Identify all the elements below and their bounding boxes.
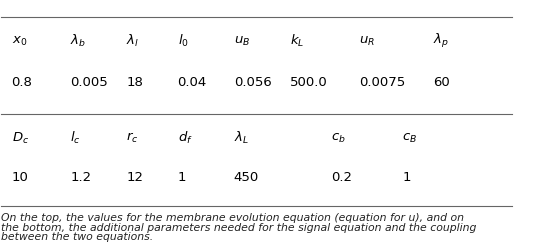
Text: $\mathit{u}_\mathit{B}$: $\mathit{u}_\mathit{B}$ [234, 35, 250, 48]
Text: 12: 12 [126, 171, 144, 184]
Text: $\mathit{\lambda}_\mathit{p}$: $\mathit{\lambda}_\mathit{p}$ [433, 32, 448, 50]
Text: 0.04: 0.04 [178, 76, 207, 89]
Text: $\mathit{d}_\mathit{f}$: $\mathit{d}_\mathit{f}$ [178, 130, 192, 146]
Text: 500.0: 500.0 [290, 76, 328, 89]
Text: 1: 1 [178, 171, 186, 184]
Text: 0.8: 0.8 [12, 76, 32, 89]
Text: $\mathit{x}_\mathit{0}$: $\mathit{x}_\mathit{0}$ [12, 35, 27, 48]
Text: 1.2: 1.2 [70, 171, 91, 184]
Text: $\mathit{k}_\mathit{L}$: $\mathit{k}_\mathit{L}$ [290, 33, 304, 49]
Text: 0.0075: 0.0075 [359, 76, 405, 89]
Text: $\mathit{D}_\mathit{c}$: $\mathit{D}_\mathit{c}$ [12, 130, 29, 146]
Text: 1: 1 [402, 171, 411, 184]
Text: $\mathit{\lambda}_\mathit{L}$: $\mathit{\lambda}_\mathit{L}$ [234, 130, 248, 146]
Text: $\mathit{u}_\mathit{R}$: $\mathit{u}_\mathit{R}$ [359, 35, 375, 48]
Text: $\mathit{c}_\mathit{b}$: $\mathit{c}_\mathit{b}$ [331, 131, 345, 145]
Text: $\mathit{\lambda}_\mathit{l}$: $\mathit{\lambda}_\mathit{l}$ [126, 33, 139, 49]
Text: 450: 450 [234, 171, 259, 184]
Text: $\mathit{\lambda}_\mathit{b}$: $\mathit{\lambda}_\mathit{b}$ [70, 33, 86, 49]
Text: 18: 18 [126, 76, 143, 89]
Text: $\mathit{r}_\mathit{c}$: $\mathit{r}_\mathit{c}$ [126, 131, 139, 145]
Text: 60: 60 [433, 76, 449, 89]
Text: 0.056: 0.056 [234, 76, 271, 89]
Text: $\mathit{c}_\mathit{B}$: $\mathit{c}_\mathit{B}$ [402, 131, 417, 145]
Text: $\mathit{l}_\mathit{c}$: $\mathit{l}_\mathit{c}$ [70, 130, 81, 146]
Text: On the top, the values for the membrane evolution equation (equation for u), and: On the top, the values for the membrane … [1, 213, 465, 223]
Text: 0.2: 0.2 [331, 171, 351, 184]
Text: 10: 10 [12, 171, 28, 184]
Text: $\mathit{l}_\mathit{0}$: $\mathit{l}_\mathit{0}$ [178, 33, 188, 49]
Text: between the two equations.: between the two equations. [1, 232, 154, 242]
Text: 0.005: 0.005 [70, 76, 108, 89]
Text: the bottom, the additional parameters needed for the signal equation and the cou: the bottom, the additional parameters ne… [1, 223, 477, 232]
